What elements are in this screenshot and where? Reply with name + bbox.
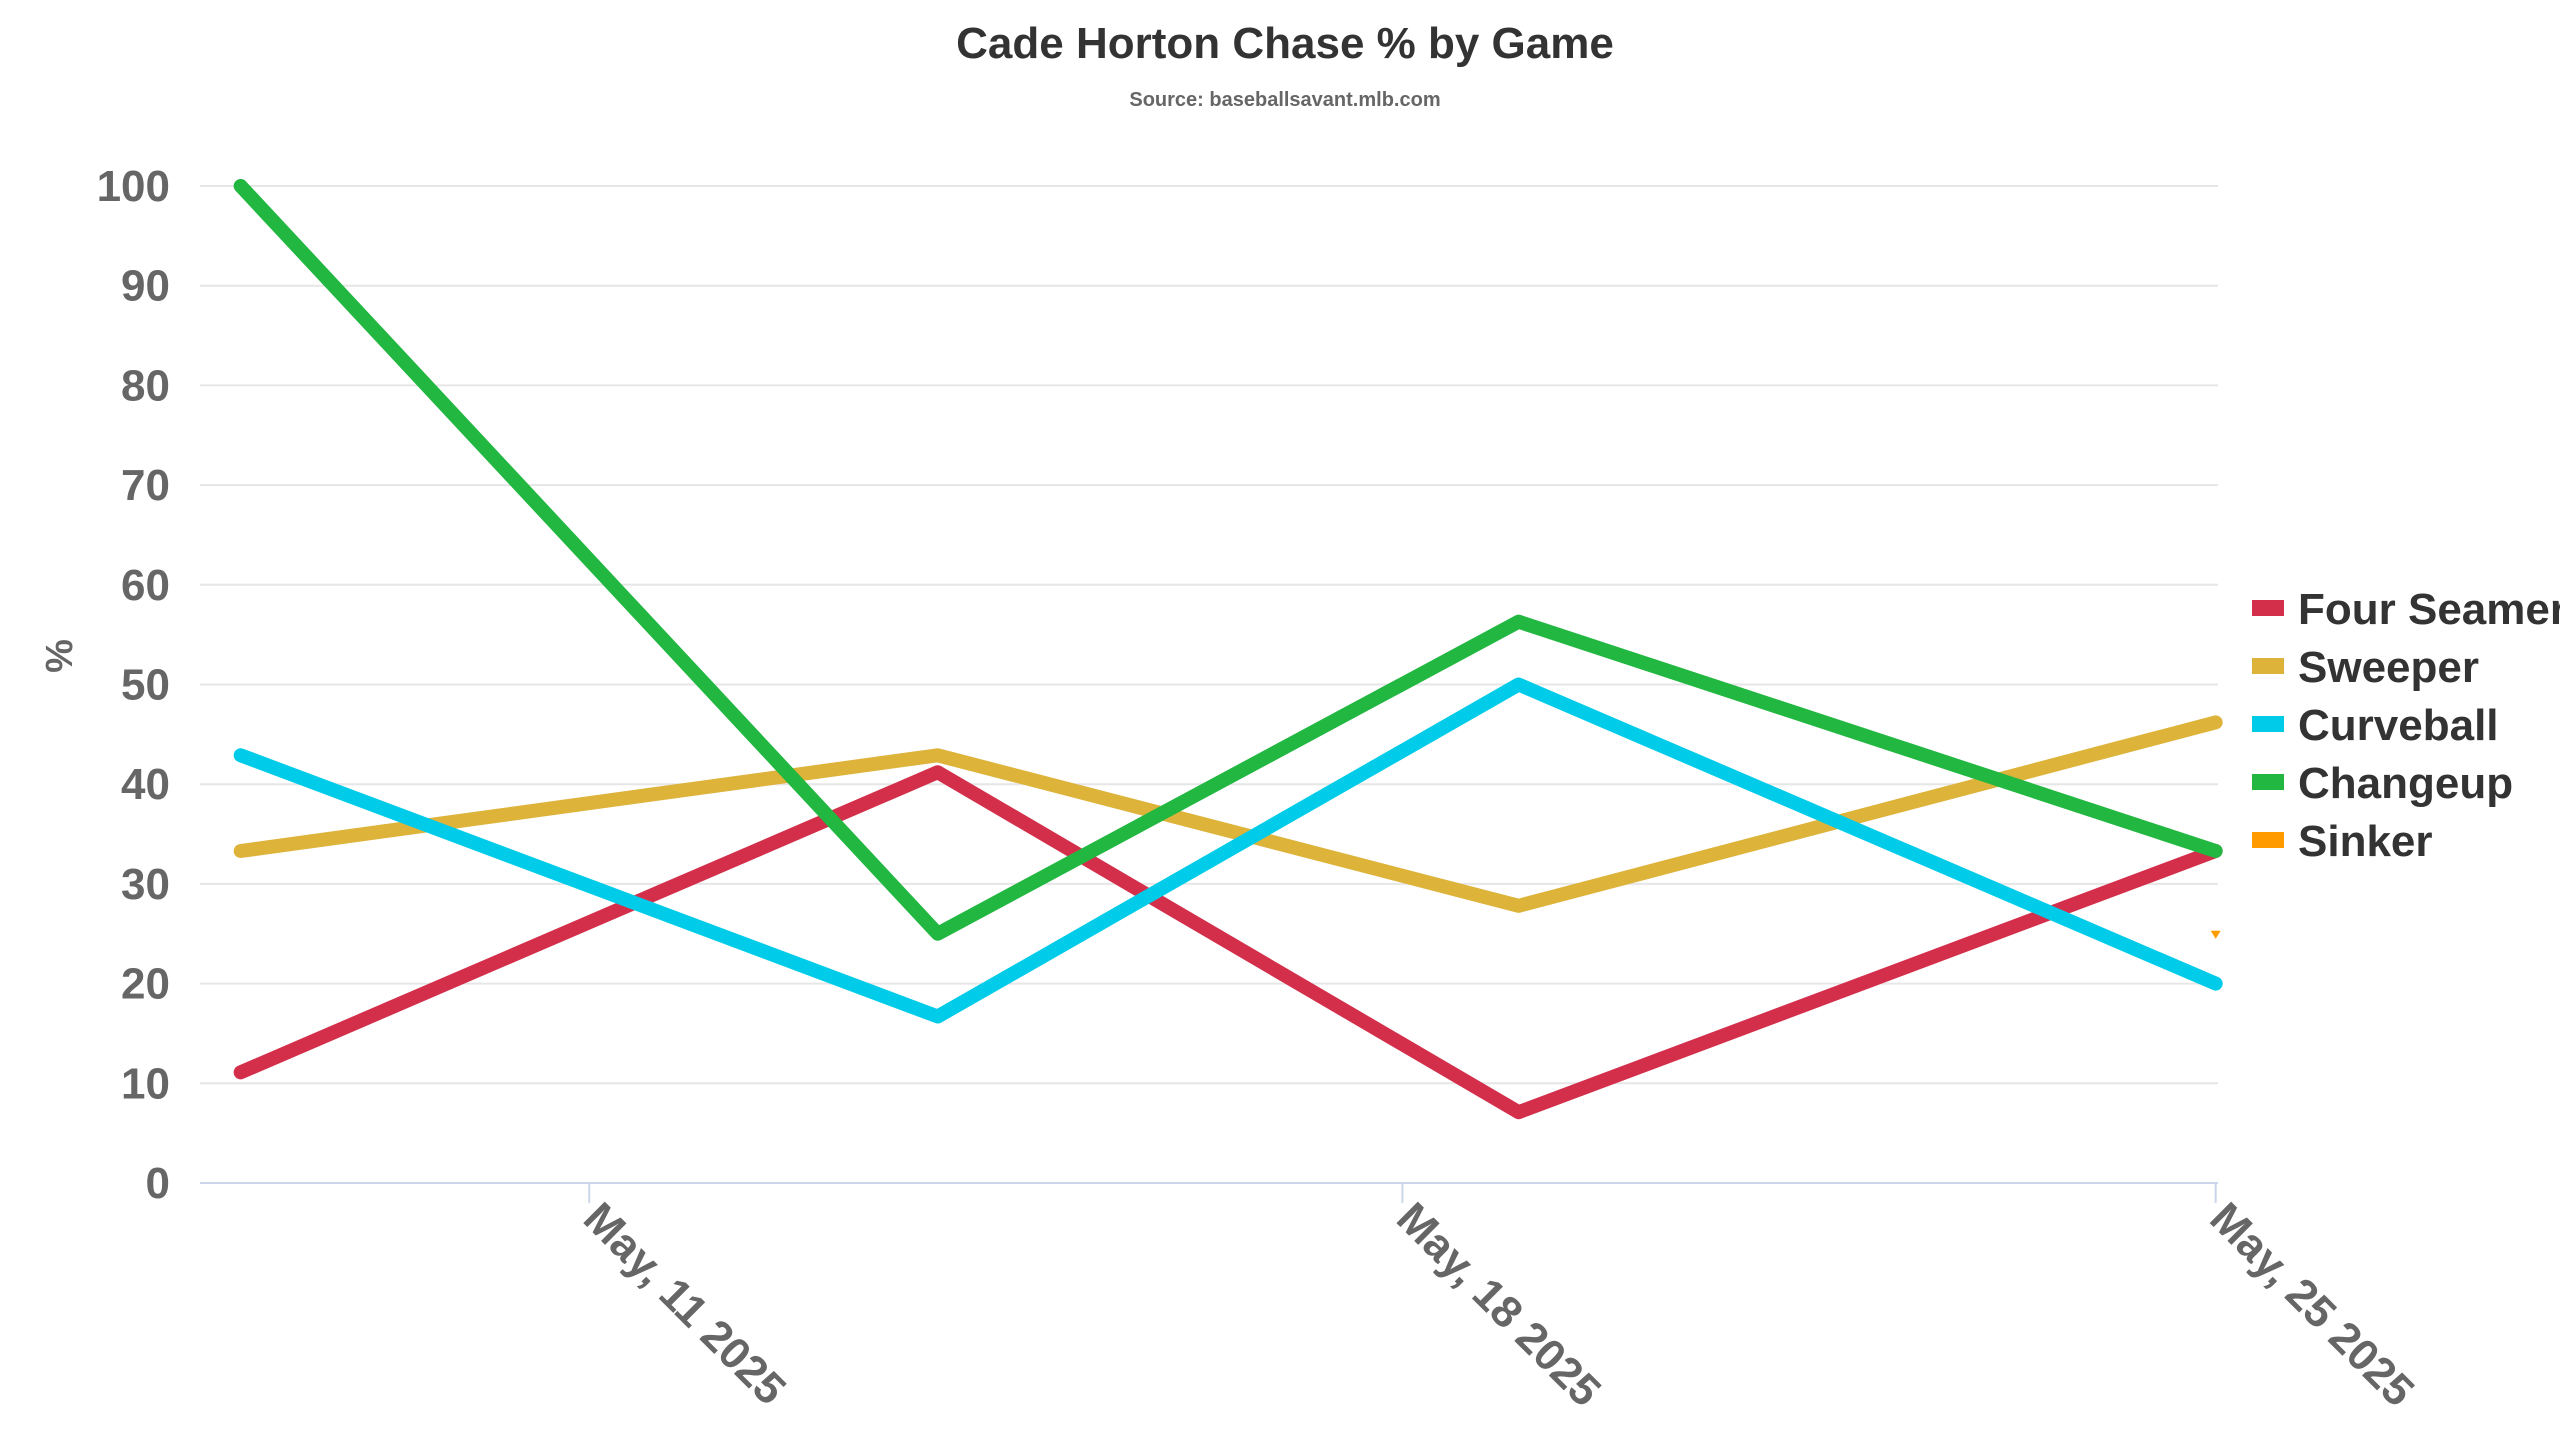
y-tick-label: 80 — [121, 361, 170, 410]
y-tick-label: 30 — [121, 860, 170, 909]
series-layer — [233, 179, 2223, 1120]
legend-label: Changeup — [2298, 759, 2513, 808]
y-tick-label: 20 — [121, 960, 170, 1009]
series-point[interactable] — [2210, 930, 2221, 939]
legend-item[interactable]: Sinker — [2252, 817, 2433, 866]
chart-title: Cade Horton Chase % by Game — [956, 19, 1614, 68]
legend-swatch — [2252, 832, 2284, 848]
y-axis-ticks: 0 10 20 30 40 50 60 70 80 90 100 — [97, 162, 170, 1208]
series-line[interactable] — [233, 677, 2223, 1024]
grid-layer — [200, 185, 2218, 1184]
y-tick-label: 60 — [121, 561, 170, 610]
y-axis-label: % — [39, 639, 81, 673]
series-line[interactable] — [233, 765, 2223, 1120]
legend-swatch — [2252, 600, 2284, 616]
legend-swatch — [2252, 658, 2284, 674]
legend-swatch — [2252, 716, 2284, 732]
legend-label: Curveball — [2298, 701, 2499, 750]
legend-label: Sweeper — [2298, 643, 2479, 692]
y-tick-label: 90 — [121, 262, 170, 311]
legend-item[interactable]: Four Seamer — [2252, 585, 2560, 634]
legend-label: Sinker — [2298, 817, 2433, 866]
legend-item[interactable]: Sweeper — [2252, 643, 2479, 692]
chart-subtitle: Source: baseballsavant.mlb.com — [1129, 89, 1440, 111]
y-tick-label: 50 — [121, 661, 170, 710]
x-tick-label: May, 18 2025 — [1387, 1193, 1610, 1416]
legend-item[interactable]: Curveball — [2252, 701, 2499, 750]
y-tick-label: 0 — [146, 1159, 170, 1208]
y-tick-label: 40 — [121, 760, 170, 809]
y-tick-label: 10 — [121, 1059, 170, 1108]
y-tick-label: 100 — [97, 162, 170, 211]
series-line[interactable] — [233, 179, 2223, 941]
legend-item[interactable]: Changeup — [2252, 759, 2513, 808]
x-tick-label: May, 25 2025 — [2201, 1193, 2424, 1416]
series-line[interactable] — [233, 715, 2223, 913]
y-tick-label: 70 — [121, 461, 170, 510]
legend-swatch — [2252, 774, 2284, 790]
legend-label: Four Seamer — [2298, 585, 2560, 634]
legend[interactable]: Four Seamer Sweeper Curveball Changeup Sinke… — [2252, 585, 2560, 866]
x-axis-ticks: May, 11 2025 May, 18 2025 May, 25 2025 — [574, 1183, 2423, 1416]
x-tick-label: May, 11 2025 — [574, 1193, 795, 1414]
